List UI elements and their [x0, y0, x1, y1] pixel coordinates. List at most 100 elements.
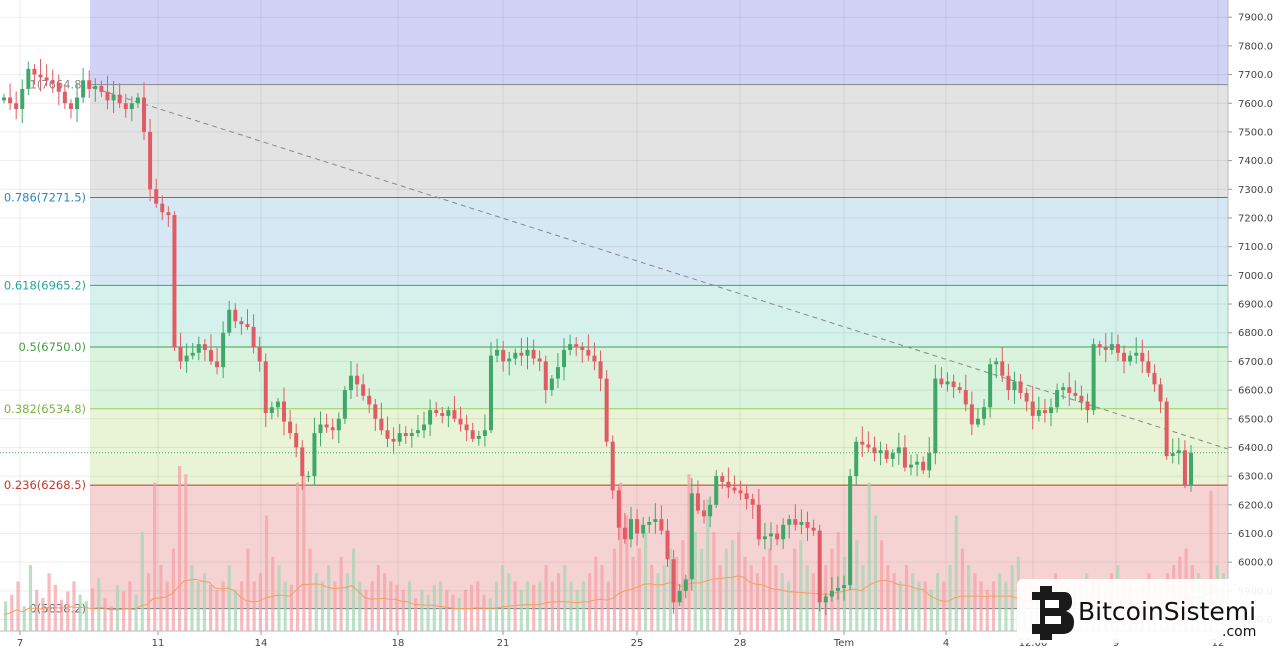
- candle-body: [1146, 361, 1151, 373]
- candle-body: [385, 430, 390, 439]
- candle-body: [409, 433, 414, 436]
- candle-body: [1085, 401, 1090, 411]
- volume-bar: [569, 581, 573, 631]
- candle-body: [1103, 347, 1108, 350]
- candle-body: [1115, 344, 1120, 353]
- price-tick-label: 7800.0: [1238, 41, 1273, 52]
- volume-bar: [668, 548, 673, 631]
- volume-bar: [786, 581, 791, 631]
- time-tick-label: 14: [255, 638, 268, 649]
- price-tick-label: 6000.0: [1238, 558, 1273, 569]
- candle-body: [537, 358, 542, 362]
- candle-body: [708, 504, 713, 517]
- candle-body: [1152, 372, 1157, 385]
- candle-body: [361, 384, 366, 396]
- candle-body: [142, 97, 147, 132]
- candle-body: [835, 587, 840, 591]
- volume-bar: [196, 581, 200, 631]
- volume-bar: [488, 598, 492, 631]
- time-tick-label: 18: [392, 638, 405, 649]
- candle-body: [208, 349, 213, 362]
- candle-body: [111, 94, 116, 101]
- volume-bar: [1010, 565, 1014, 631]
- volume-bar: [743, 556, 747, 631]
- volume-bar: [184, 474, 188, 631]
- candle-body: [628, 519, 633, 540]
- time-tick-label: Tem: [833, 638, 854, 649]
- candle-body: [415, 430, 420, 434]
- price-tick-label: 7500.0: [1238, 127, 1273, 138]
- price-tick-label: 6400.0: [1238, 443, 1273, 454]
- candle-body: [32, 68, 37, 75]
- candle-body: [823, 596, 828, 603]
- volume-bar: [643, 532, 648, 631]
- candle-body: [854, 441, 859, 477]
- candle-body: [184, 355, 189, 362]
- time-tick-label: 28: [734, 638, 747, 649]
- volume-bar: [122, 591, 126, 631]
- candle-body: [860, 441, 865, 445]
- candle-body: [488, 355, 493, 431]
- candle-body: [1042, 410, 1047, 414]
- candle-body: [355, 375, 360, 385]
- candle-body: [81, 80, 86, 98]
- time-axis: 7 11 14 18 21 25 28 Tem 4 12:00 9 12: [0, 630, 1282, 652]
- candle-body: [738, 490, 743, 494]
- candle-body: [257, 347, 262, 362]
- candle-body: [367, 395, 372, 405]
- watermark-domain: .com: [1222, 624, 1256, 640]
- volume-bar: [600, 565, 604, 631]
- time-tick-label: 25: [631, 638, 644, 649]
- time-tick-label: 11: [152, 638, 165, 649]
- candle-body: [975, 418, 980, 425]
- volume-bar: [10, 594, 14, 631]
- volume-bar: [482, 594, 486, 631]
- time-tick-label: 12: [1212, 638, 1225, 649]
- volume-bar: [706, 499, 710, 631]
- volume-bar: [320, 581, 325, 631]
- candle-body: [135, 97, 140, 104]
- volume-bar: [550, 581, 554, 631]
- candle-body: [842, 585, 847, 588]
- candle-body: [336, 418, 341, 431]
- candle-body: [440, 413, 445, 416]
- volume-bar: [929, 589, 933, 631]
- candle-body: [300, 447, 305, 477]
- volume-bar: [109, 606, 113, 631]
- candle-body: [294, 433, 299, 448]
- volume-bar: [252, 581, 256, 631]
- volume-bar: [140, 532, 144, 631]
- volume-bar: [873, 515, 878, 631]
- candle-body: [458, 418, 463, 425]
- candle-body: [8, 97, 13, 104]
- candle-body: [720, 476, 725, 482]
- candle-body: [117, 94, 122, 104]
- volume-bar: [662, 565, 666, 631]
- volume-bar: [445, 589, 449, 631]
- volume-bar: [780, 573, 784, 631]
- candle-body: [190, 352, 195, 356]
- candle-body: [1012, 381, 1017, 391]
- price-tick-label: 6500.0: [1238, 414, 1273, 425]
- volume-bar: [72, 581, 76, 631]
- candle-body: [933, 378, 938, 454]
- fib-label: 0.382(6534.8): [4, 402, 86, 416]
- candle-body: [1140, 352, 1145, 362]
- candle-body: [1079, 395, 1084, 402]
- candle-body: [574, 344, 579, 348]
- volume-bar: [146, 573, 151, 631]
- candle-body: [616, 490, 621, 528]
- volume-bar: [967, 565, 971, 631]
- candle-body: [1122, 352, 1127, 362]
- volume-bar: [395, 584, 399, 631]
- volume-bar: [730, 540, 735, 631]
- watermark-brand: BitcoinSistemi: [1078, 597, 1256, 626]
- volume-bar: [923, 581, 927, 631]
- volume-bar: [190, 565, 194, 631]
- candle-body: [866, 444, 871, 448]
- volume-bar: [948, 565, 952, 631]
- volume-bar: [855, 540, 859, 631]
- candle-body: [799, 522, 804, 525]
- candle-body: [1097, 344, 1102, 348]
